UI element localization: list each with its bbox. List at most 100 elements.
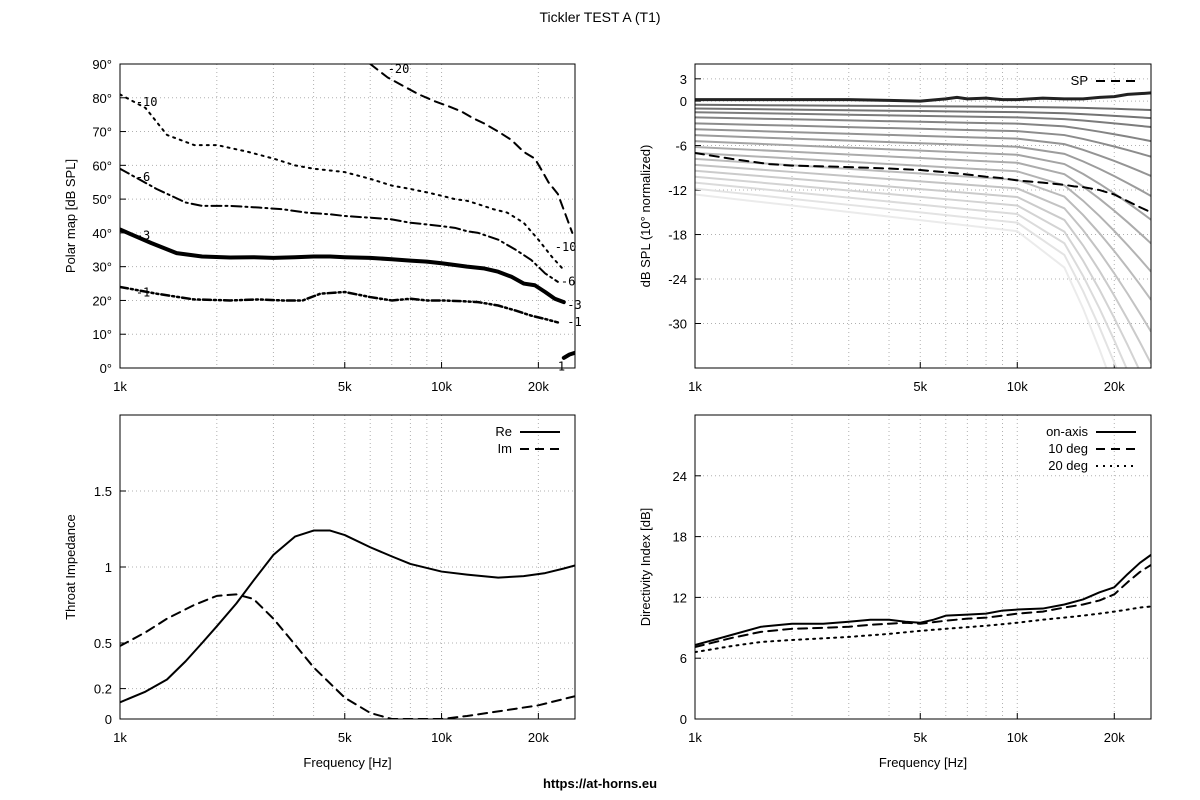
series-line-Re [120,529,575,704]
contour-label: -3 [136,229,150,243]
legend-label: Re [495,424,512,439]
legend-label: Im [498,441,512,456]
family-curve [695,151,1151,273]
x-tick-label: 1k [113,379,127,394]
y-tick-label: 40° [92,226,112,241]
family-curve [695,103,1151,111]
x-tick-label: 1k [688,730,702,745]
contour-label: -1 [136,286,150,300]
series-line--3 [120,227,566,305]
grid [695,415,1151,719]
family-curve [695,122,1151,158]
family-curve [695,111,1151,129]
x-tick-label: 20k [1104,730,1125,745]
y-axis-label: dB SPL (10° normalized) [638,145,653,288]
legend-label: on-axis [1046,424,1088,439]
impedance-panel: 1k 5k 10k 20k 0 0.2 0.5 1 1.5 Frequency [Hz] Throa… [63,414,576,770]
x-tick-label: 5k [338,379,352,394]
x-axis-label: Frequency [Hz] [879,755,967,770]
series-line-Im [120,593,575,719]
x-axis-label: Frequency [Hz] [303,755,391,770]
y-tick-label: 70° [92,125,112,140]
y-axis-label: Directivity Index [dB] [638,508,653,627]
y-tick-label: 30° [92,260,112,275]
grid [120,64,575,368]
polar-map-panel: 1k 5k 10k 20k 0° 10° 20° 30° 40° 50° 60° 70° 80° 90° P… [63,57,582,394]
y-tick-label: 1.5 [94,484,112,499]
y-tick-label: 0 [680,712,687,727]
y-tick-label: 0 [105,712,112,727]
contour-label: -1 [567,315,581,329]
y-axis-label: Throat Impedance [63,514,78,620]
contour-label: -6 [561,275,575,289]
y-tick-label: 18 [673,530,687,545]
y-tick-label: 12 [673,590,687,605]
x-tick-label: 20k [1104,379,1125,394]
family-curve [695,107,1151,120]
x-tick-label: 10k [1007,730,1028,745]
plot-frame [119,63,576,369]
spl-panel: 1k 5k 10k 20k 3 0 -6 -12 -18 -24 -30 dB SPL (10° no… [638,63,1152,394]
contour-label: -6 [136,170,150,184]
y-tick-label: 0.2 [94,682,112,697]
y-tick-label: 24 [673,469,687,484]
footer-url: https://at-horns.eu [542,776,658,791]
x-tick-label: 10k [1007,379,1028,394]
figure-title: Tickler TEST A (T1) [539,9,661,25]
contour-label: -10 [555,240,577,254]
x-tick-label: 10k [431,379,452,394]
family-curve [695,134,1151,197]
series-line-1 [561,350,575,360]
series-line-SP [695,151,1151,214]
y-tick-label: 80° [92,91,112,106]
y-tick-label: 6 [680,651,687,666]
y-tick-label: 0° [100,361,112,376]
x-tick-label: 5k [338,730,352,745]
y-tick-label: 90° [92,57,112,72]
family-curve [695,163,1151,333]
y-tick-label: 50° [92,192,112,207]
series-line--20 [369,64,574,234]
y-tick-label: -18 [668,228,687,243]
x-tick-label: 20k [528,379,549,394]
legend: SP [1071,73,1136,88]
y-tick-label: 10° [92,327,112,342]
grid [120,415,575,719]
y-tick-label: 3 [680,72,687,87]
x-tick-label: 10k [431,730,452,745]
x-tick-label: 5k [913,730,927,745]
x-tick-label: 5k [913,379,927,394]
contour-label: 1 [558,359,565,373]
axis-ticks: 1k 5k 10k 20k 0 6 12 18 24 [673,469,1126,745]
series-line-10 deg [695,563,1151,649]
y-axis-label: Polar map [dB SPL] [63,159,78,273]
plot-area [120,529,575,719]
contour-label: -20 [388,62,410,76]
family-curve [695,175,1140,368]
contour-label: -3 [567,298,581,312]
axis-ticks: 1k 5k 10k 20k 0° 10° 20° 30° 40° 50° 60° 70° 80° 90° [92,57,549,394]
axis-ticks: 1k 5k 10k 20k 3 0 -6 -12 -18 -24 -30 [668,72,1125,394]
plot-area [120,64,575,360]
legend-label: SP [1071,73,1088,88]
y-tick-label: 20° [92,293,112,308]
axis-ticks: 1k 5k 10k 20k 0 0.2 0.5 1 1.5 [94,484,549,745]
plot-frame [694,63,1152,369]
family-curve [695,169,1151,365]
plot-area [695,553,1151,654]
x-tick-label: 1k [688,379,702,394]
directivity-panel: 1k 5k 10k 20k 0 6 12 18 24 Frequency [Hz] Directiv… [638,414,1152,770]
plot-frame [694,414,1152,720]
contour-label: -10 [136,95,158,109]
series-line-0° [695,91,1151,103]
series-line--10 [120,93,565,272]
x-tick-label: 1k [113,730,127,745]
series-line--6 [120,167,559,283]
y-tick-label: 60° [92,158,112,173]
family-curve [695,187,1118,368]
y-tick-label: -6 [675,139,687,154]
legend: on-axis 10 deg 20 deg [1046,424,1136,473]
family-curve [695,193,1108,368]
y-tick-label: -30 [668,317,687,332]
